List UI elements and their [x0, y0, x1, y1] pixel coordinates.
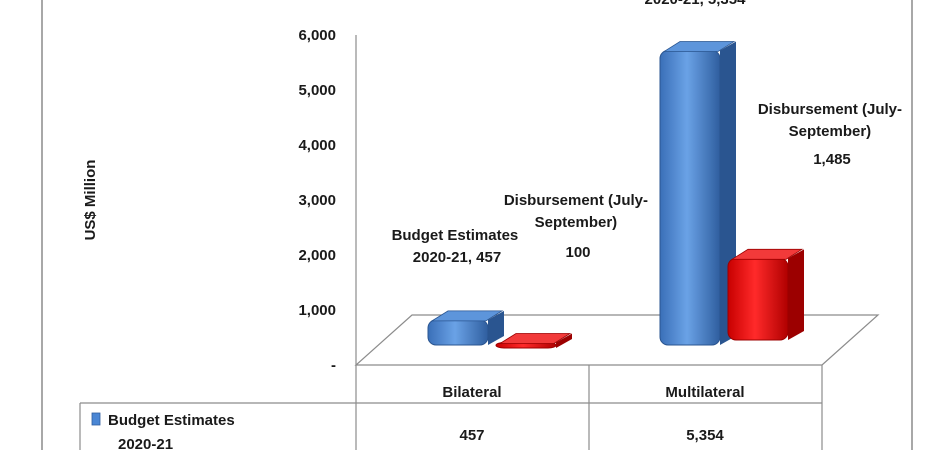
y-tick-label: 5,000	[298, 82, 336, 99]
bar-front	[427, 319, 489, 346]
data-label-disbursement-multilateral: Disbursement (July- September) 1,485	[758, 101, 906, 168]
data-label-budget-bilateral: Budget Estimates 2020-21, 457	[392, 227, 523, 266]
table-row-label: Budget Estimates 2020-21	[108, 412, 239, 450]
category-label-multilateral: Multilateral	[665, 384, 744, 401]
legend-key-budget	[91, 412, 101, 426]
y-tick-label: 4,000	[298, 137, 336, 154]
y-tick-label: 2,000	[298, 247, 336, 264]
table-cell-multilateral: 5,354	[686, 427, 724, 444]
bar-budget-bilateral	[427, 310, 504, 346]
bar-side	[788, 249, 804, 340]
bar-side	[556, 333, 572, 348]
y-axis-ticks: - 1,000 2,000 3,000 4,000 5,000 6,000	[298, 27, 336, 374]
category-label-bilateral: Bilateral	[442, 384, 501, 401]
bar-group	[427, 41, 804, 349]
bar-side	[488, 310, 504, 345]
bar-top	[662, 41, 736, 52]
bar-front	[659, 50, 721, 346]
bar-top	[430, 310, 504, 322]
table-cell-bilateral: 457	[459, 427, 484, 444]
bar-front	[727, 257, 789, 341]
bar-disbursement-bilateral	[495, 333, 572, 349]
data-label-disbursement-bilateral: Disbursement (July- September) 100	[504, 192, 652, 261]
y-tick-label: 3,000	[298, 192, 336, 209]
y-tick-label: -	[331, 357, 336, 374]
data-table: Bilateral Multilateral Budget Estimates …	[79, 365, 823, 450]
y-tick-label: 6,000	[298, 27, 336, 44]
bar-top	[730, 248, 804, 260]
bar-top	[498, 333, 572, 344]
data-label-budget-multilateral: 2020-21, 5,354	[645, 0, 747, 8]
bar-disbursement-multilateral	[727, 248, 804, 341]
y-axis-title: US$ Million	[82, 160, 99, 241]
y-tick-label: 1,000	[298, 302, 336, 319]
bar-budget-multilateral	[659, 41, 736, 346]
